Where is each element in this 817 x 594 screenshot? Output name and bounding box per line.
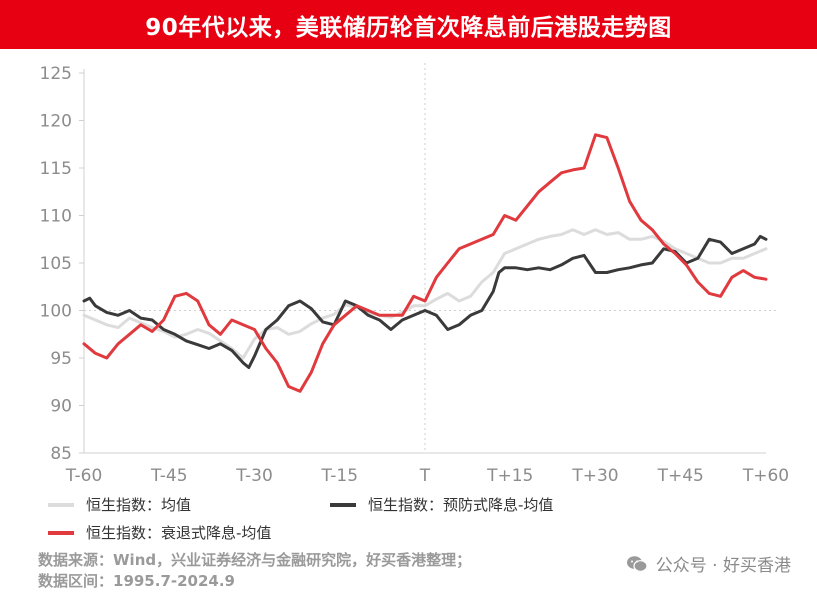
chart-title: 90年代以来，美联储历轮首次降息前后港股走势图 bbox=[0, 0, 817, 49]
y-tick-label: 105 bbox=[40, 254, 72, 274]
y-tick-label: 125 bbox=[40, 64, 72, 84]
x-tick-label: T-15 bbox=[320, 466, 358, 486]
data-range-note: 数据区间：1995.7-2024.9 bbox=[38, 572, 235, 590]
x-tick-label: T-30 bbox=[235, 466, 273, 486]
y-tick-label: 95 bbox=[50, 349, 72, 369]
y-tick-label: 110 bbox=[40, 207, 72, 227]
x-tick-label: T+15 bbox=[486, 466, 533, 486]
y-tick-label: 100 bbox=[40, 302, 72, 322]
legend-swatch-recession bbox=[48, 530, 74, 535]
x-tick-label: T-60 bbox=[65, 466, 103, 486]
y-tick-label: 120 bbox=[40, 112, 72, 132]
source-note: 数据来源：Wind，兴业证券经济与金融研究院，好买香港整理； bbox=[38, 551, 472, 569]
y-tick-label: 90 bbox=[50, 397, 72, 417]
legend-label-mean: 恒生指数：均值 bbox=[86, 496, 192, 514]
legend-swatch-mean bbox=[48, 502, 74, 507]
legend-label-recession: 恒生指数：衰退式降息-均值 bbox=[86, 524, 272, 542]
x-tick-label: T+60 bbox=[742, 466, 789, 486]
watermark-text: 公众号 · 好买香港 bbox=[655, 556, 791, 576]
series-line-mean bbox=[82, 228, 768, 360]
watermark: 公众号 · 好买香港 bbox=[626, 551, 791, 576]
x-tick-label: T+30 bbox=[571, 466, 618, 486]
legend-item-recession: 恒生指数：衰退式降息-均值 bbox=[48, 522, 271, 543]
legend-swatch-preventive bbox=[330, 502, 356, 507]
legend-item-preventive: 恒生指数：预防式降息-均值 bbox=[330, 494, 553, 515]
series-line-preventive bbox=[82, 234, 768, 369]
legend-item-mean: 恒生指数：均值 bbox=[48, 494, 191, 515]
wechat-icon bbox=[626, 555, 648, 572]
y-tick-label: 85 bbox=[50, 444, 72, 464]
x-tick-label: T-45 bbox=[150, 466, 188, 486]
series-line-recession bbox=[82, 133, 768, 393]
line-chart: 85 90 95 100 105 110 115 120 125 T-60 T-45 T-30 T-15… bbox=[40, 63, 789, 486]
x-tick-label: T+45 bbox=[657, 466, 704, 486]
y-tick-label: 115 bbox=[40, 159, 72, 179]
x-tick-label: T bbox=[419, 466, 431, 486]
legend-label-preventive: 恒生指数：预防式降息-均值 bbox=[368, 496, 554, 514]
